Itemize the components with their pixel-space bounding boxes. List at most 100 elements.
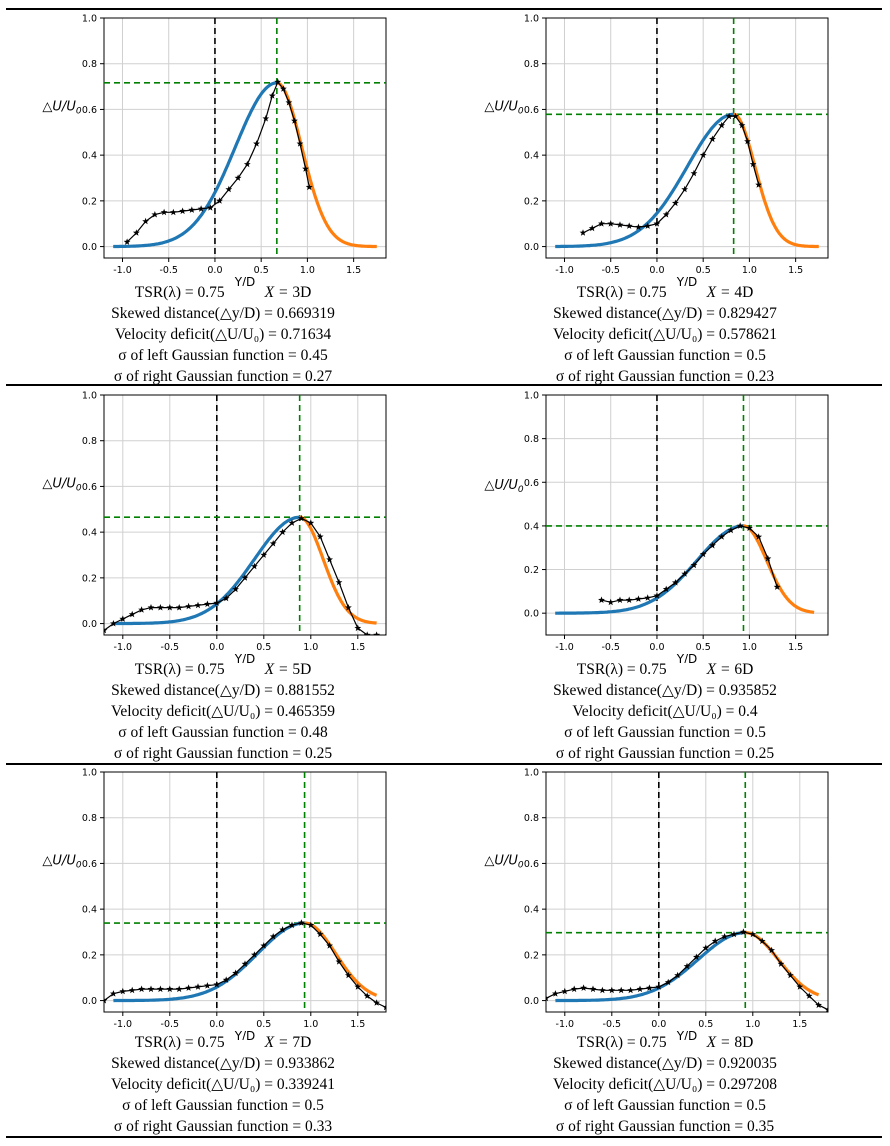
y-axis-label: △U/U0	[42, 100, 81, 117]
measured-point	[725, 112, 733, 120]
measured-point	[119, 615, 127, 622]
measured-line	[582, 115, 760, 234]
measured-point	[382, 1003, 386, 1011]
y-tick-label: 0.0	[524, 996, 539, 1007]
caption-x8d: TSR(λ) = 0.75 X = 8D Skewed distance(△y/D…	[446, 1032, 884, 1137]
y-tick-label: 0.4	[524, 521, 539, 532]
measured-point	[777, 960, 785, 967]
x-axis-label: Y/D	[234, 652, 256, 663]
measured-point	[166, 604, 174, 611]
deficit-value: 0.578621	[718, 326, 778, 343]
x-tick-label: 1.0	[303, 642, 318, 653]
measured-point	[655, 983, 663, 990]
measured-point	[672, 579, 679, 586]
sigma-left-value: 0.48	[300, 724, 328, 741]
y-tick-label: 0.8	[82, 436, 97, 447]
row-divider-1	[6, 384, 882, 386]
measured-point	[749, 160, 757, 168]
x-tick-label: 0.5	[698, 1019, 713, 1030]
measured-point	[157, 604, 164, 611]
x-tick-label: 0.0	[651, 1019, 666, 1030]
y-tick-label: 0.0	[82, 242, 97, 253]
plot-area	[546, 772, 828, 1012]
x-tick-label: 1.0	[742, 642, 757, 653]
tsr-label: TSR(λ) =	[134, 1034, 198, 1051]
plot-area	[104, 395, 386, 635]
x-label: X =	[706, 284, 735, 301]
x-tick-label: -0.5	[161, 642, 180, 653]
measured-point	[373, 631, 380, 635]
sigma-right-value: 0.25	[304, 745, 333, 762]
measured-point	[709, 541, 716, 549]
measured-point	[151, 211, 159, 218]
measured-point	[279, 85, 287, 92]
chart-x3d: -1.0 -0.5 0.0 0.5 1.0 1.5 0.0 0.2 0.4 0.6 0.8 1.0 Y/…	[42, 14, 387, 286]
measured-point	[288, 921, 296, 929]
measured-point	[653, 220, 661, 227]
measured-point	[635, 595, 642, 602]
sigma-right-value: 0.27	[304, 368, 333, 385]
measured-point	[683, 962, 691, 970]
measured-point	[326, 556, 333, 563]
y-tick-label: 0.4	[82, 151, 97, 162]
chart-x6d: -1.0 -0.5 0.0 0.5 1.0 1.5 0.0 0.2 0.4 0.6 0.8 1.0 Y/…	[484, 391, 829, 663]
y-tick-label: 1.0	[82, 14, 97, 25]
x-label: X =	[264, 661, 293, 678]
chart-x4d: -1.0 -0.5 0.0 0.5 1.0 1.5 0.0 0.2 0.4 0.6 0.8 1.0 Y/…	[484, 14, 829, 286]
x-value: 3D	[292, 284, 312, 301]
measured-point	[693, 953, 700, 961]
x-value: 6D	[734, 661, 754, 678]
x-tick-label: 1.5	[788, 642, 803, 653]
deficit-label: Velocity deficit(△U/U₀) =	[552, 326, 719, 343]
measured-point	[635, 223, 642, 231]
caption-x3d: TSR(λ) = 0.75 X = 3D Skewed distance(△y/D…	[4, 282, 442, 387]
left-gaussian-fit	[113, 81, 277, 249]
x-tick-label: 0.5	[256, 642, 271, 653]
measured-point	[787, 971, 794, 979]
x-tick-label: 1.0	[742, 265, 757, 276]
axes-frame	[103, 771, 387, 1013]
y-axis-label-subscript: 0	[518, 107, 524, 117]
axes-frame	[545, 394, 829, 636]
measured-point	[625, 596, 633, 603]
y-axis-label: △U/U0	[42, 477, 81, 494]
right-gaussian-fit	[733, 112, 819, 249]
measured-point	[815, 1001, 822, 1009]
measured-point	[269, 933, 277, 940]
x-tick-label: 0.0	[649, 642, 664, 653]
measured-point	[138, 606, 145, 613]
deficit-label: Velocity deficit(△U/U₀) =	[110, 1076, 277, 1093]
x-tick-label: 1.5	[346, 265, 361, 276]
measured-point	[296, 140, 304, 147]
y-tick-label: 0.6	[524, 105, 539, 116]
deficit-value: 0.297208	[718, 1076, 778, 1093]
sigma-right-value: 0.23	[746, 368, 775, 385]
measured-point	[699, 550, 707, 558]
measured-point	[335, 578, 343, 586]
y-tick-label: 0.4	[82, 528, 97, 539]
skew-label: Skewed distance(△y/D) =	[553, 682, 719, 699]
measured-point	[711, 937, 719, 945]
y-axis-label: △U/U0	[42, 854, 81, 871]
x-tick-label: -0.5	[601, 642, 620, 653]
y-tick-label: 0.0	[524, 242, 539, 253]
sigma-right-value: 0.35	[746, 1118, 775, 1135]
measured-point	[598, 220, 605, 227]
y-axis-label: △U/U0	[484, 854, 523, 871]
measured-point	[617, 986, 625, 994]
measured-point	[279, 528, 286, 536]
measured-point	[755, 533, 763, 540]
skew-label: Skewed distance(△y/D) =	[553, 1055, 719, 1072]
plot-area	[104, 18, 386, 258]
tsr-value: 0.75	[197, 1034, 225, 1051]
y-axis-label-subscript: 0	[76, 861, 82, 871]
measured-point	[598, 596, 605, 603]
bottom-rule	[6, 1136, 882, 1138]
measured-point	[185, 984, 192, 991]
measured-point	[627, 986, 634, 994]
x-tick-label: -1.0	[555, 642, 574, 653]
measured-point	[646, 984, 653, 991]
y-tick-label: 0.2	[82, 196, 97, 207]
measured-point	[142, 217, 149, 225]
measured-point	[607, 598, 615, 606]
